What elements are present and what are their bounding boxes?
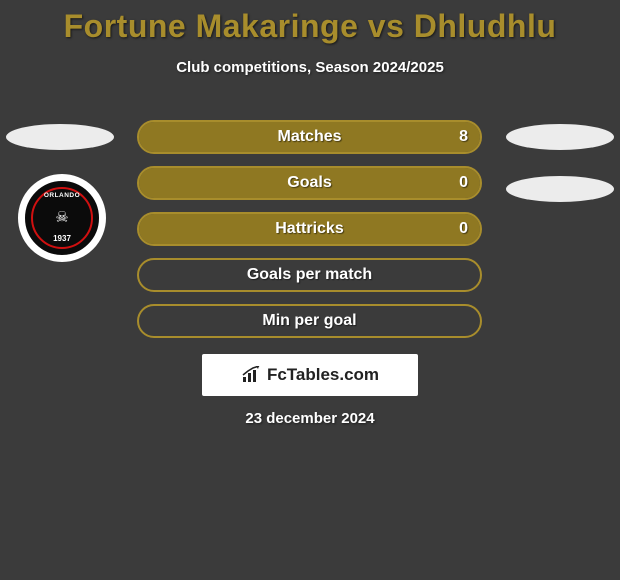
player-right-placeholder-1 [506, 124, 614, 150]
comparison-card: Fortune Makaringe vs Dhludhlu Club compe… [0, 0, 620, 580]
club-badge: ORLANDO ☠ 1937 [18, 174, 106, 262]
skull-icon: ☠ [55, 210, 68, 225]
stat-label: Goals per match [137, 258, 482, 292]
stats-region: Matches 8 Goals 0 Hattricks 0 Goals per … [137, 120, 482, 350]
stat-row-goals: Goals 0 [137, 166, 482, 200]
badge-year: 1937 [53, 234, 71, 243]
stat-value: 8 [459, 120, 468, 154]
stat-row-goals-per-match: Goals per match [137, 258, 482, 292]
brand-box: FcTables.com [202, 354, 418, 396]
date-text: 23 december 2024 [0, 410, 620, 427]
stat-label: Matches [137, 120, 482, 154]
player-left-placeholder [6, 124, 114, 150]
club-badge-inner: ORLANDO ☠ 1937 [31, 187, 93, 249]
stat-label: Hattricks [137, 212, 482, 246]
stat-row-min-per-goal: Min per goal [137, 304, 482, 338]
stat-row-hattricks: Hattricks 0 [137, 212, 482, 246]
subtitle: Club competitions, Season 2024/2025 [0, 59, 620, 76]
stat-value: 0 [459, 212, 468, 246]
badge-top-text: ORLANDO [44, 192, 80, 199]
brand-text: FcTables.com [267, 365, 379, 385]
brand-chart-icon [241, 366, 263, 384]
stat-label: Min per goal [137, 304, 482, 338]
page-title: Fortune Makaringe vs Dhludhlu [0, 0, 620, 45]
stat-label: Goals [137, 166, 482, 200]
player-right-placeholder-2 [506, 176, 614, 202]
stat-row-matches: Matches 8 [137, 120, 482, 154]
title-text: Fortune Makaringe vs Dhludhlu [64, 8, 557, 44]
stat-value: 0 [459, 166, 468, 200]
